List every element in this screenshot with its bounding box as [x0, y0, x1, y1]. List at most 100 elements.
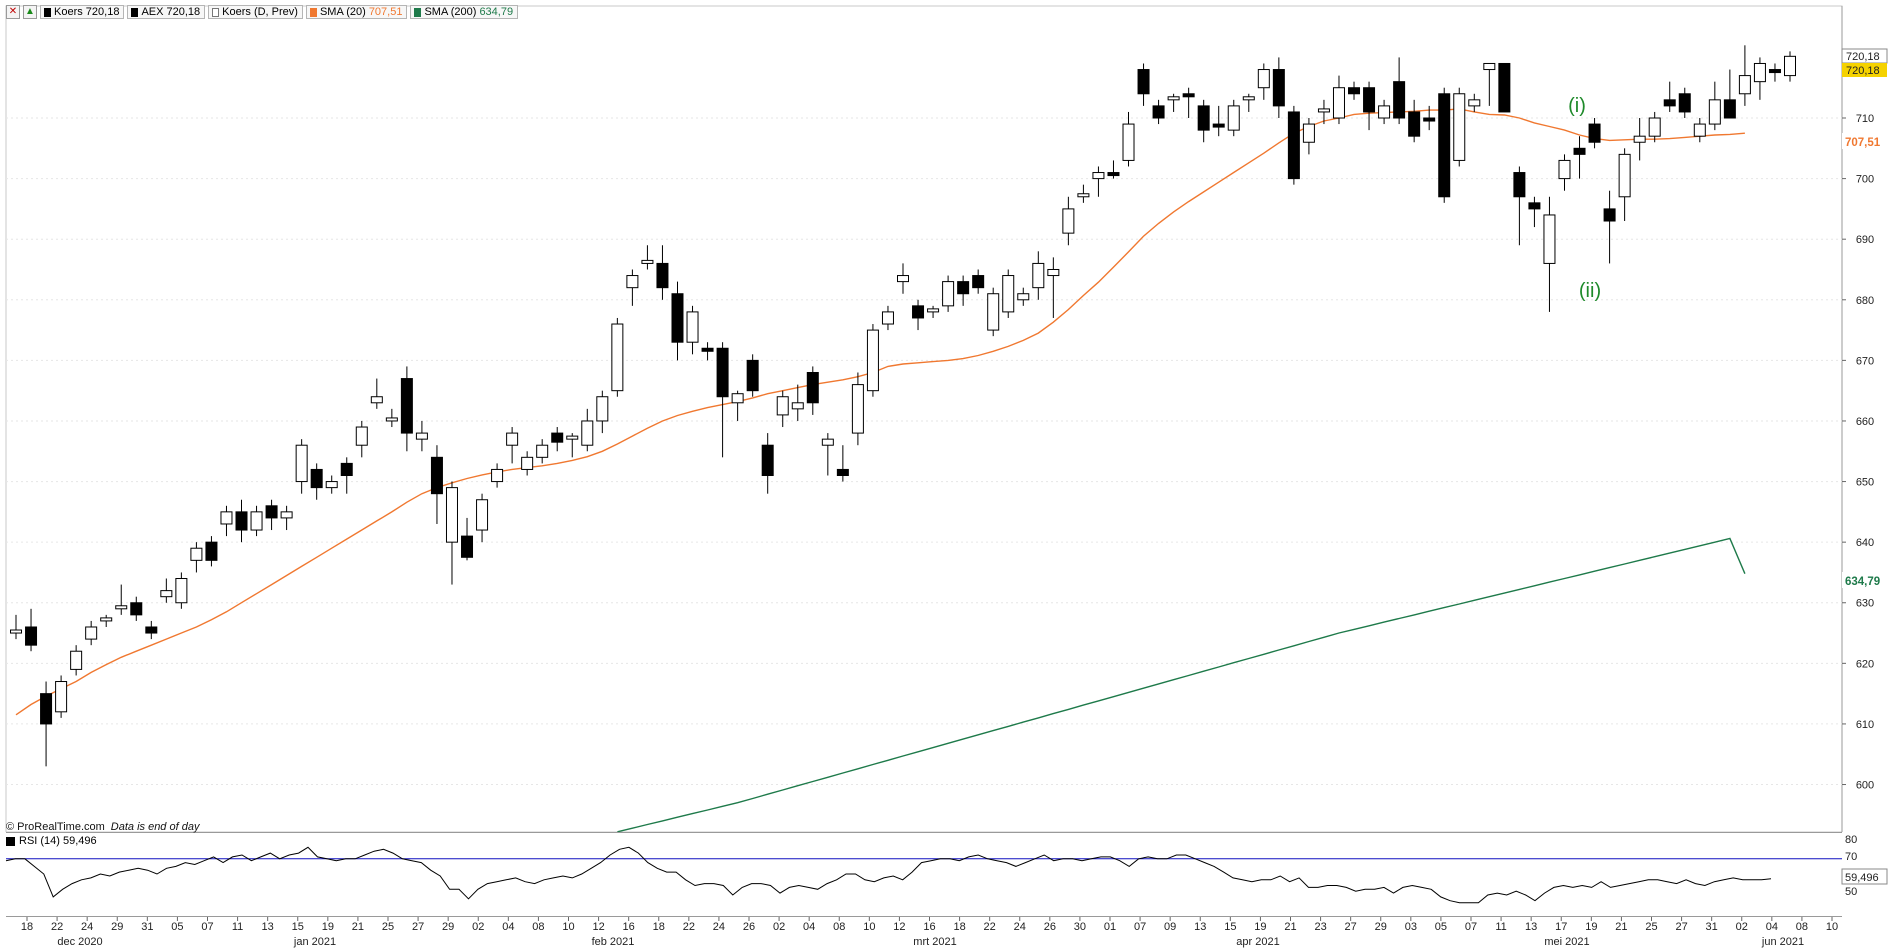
sma20-badge-text: 707,51	[1845, 137, 1881, 149]
x-tick-label: 29	[111, 921, 123, 933]
candle	[686, 305, 699, 355]
sma200-layer	[617, 537, 1746, 832]
candle-body	[1062, 208, 1075, 234]
x-tick-label: 21	[352, 921, 364, 933]
candle	[100, 614, 113, 627]
candle	[55, 675, 68, 718]
candle-body	[972, 275, 985, 289]
candle-body	[1498, 62, 1511, 113]
candle	[716, 342, 729, 458]
candle	[791, 384, 804, 421]
x-tick-label: 08	[532, 921, 544, 933]
candle	[1182, 87, 1195, 119]
legend-label-aex: AEX 720,18	[141, 6, 201, 18]
x-tick-label: 22	[683, 921, 695, 933]
candle-body	[836, 468, 849, 477]
y-tick-label: 660	[1856, 416, 1874, 428]
candle-body	[10, 629, 22, 634]
rsi-chart[interactable]: 70 80 50 59,496	[0, 832, 1891, 916]
x-tick-label: 12	[893, 921, 905, 933]
candle	[1723, 69, 1736, 119]
date-axis[interactable]: 18 22 24 29 31 05 07 11 13 15 19 21 25 27 29 02 04 08 10 12…	[0, 916, 1891, 951]
x-tick-label: 16	[623, 921, 635, 933]
candle	[897, 263, 909, 294]
candle	[1784, 51, 1796, 82]
candle	[355, 420, 368, 458]
candle	[866, 324, 879, 397]
x-tick-label: 10	[1826, 921, 1838, 933]
candle-body	[415, 432, 428, 440]
candle-body	[1092, 172, 1105, 180]
candle-body	[310, 468, 323, 489]
rsi-tick-70: 70	[1845, 851, 1857, 863]
price-chart[interactable]: 600 610 620 630 640 650 660 670 680 690 700 710 (i)…	[0, 0, 1891, 832]
candle-body	[1317, 108, 1330, 113]
candle-body	[987, 293, 1000, 331]
candle-body	[461, 535, 474, 558]
candle-body	[1438, 93, 1451, 198]
x-tick-label: 24	[1014, 921, 1026, 933]
footer-note: Data is end of day	[110, 821, 200, 833]
x-tick-label: 25	[382, 921, 394, 933]
candle-body	[1453, 93, 1466, 161]
x-tick-label: 22	[984, 921, 996, 933]
candle	[836, 445, 849, 482]
candle	[1663, 81, 1676, 112]
legend-label-koers: Koers 720,18	[54, 6, 120, 18]
candle-body	[851, 384, 864, 434]
legend-item-sma200: SMA (200) 634,79	[410, 5, 519, 19]
candle-body	[1182, 93, 1195, 98]
candle-body	[1588, 123, 1601, 143]
maximize-icon[interactable]: ▲	[23, 5, 37, 19]
candle-body	[1468, 99, 1481, 107]
candle	[1107, 160, 1120, 179]
candle	[581, 408, 594, 452]
candle-body	[1107, 172, 1120, 177]
candle-body	[445, 487, 458, 543]
x-tick-label: 21	[1284, 921, 1296, 933]
candle-body	[746, 359, 759, 392]
candle	[1017, 287, 1030, 306]
candle	[761, 433, 774, 494]
x-tick-label: 13	[262, 921, 274, 933]
y-tick-label: 630	[1856, 598, 1874, 610]
x-tick-label: 17	[1555, 921, 1567, 933]
candle-body	[1047, 268, 1060, 277]
price-badge-1-text: 720,18	[1846, 51, 1880, 63]
legend-label-koers-prev: Koers (D, Prev)	[222, 6, 298, 18]
x-tick-label: 27	[412, 921, 424, 933]
candle-body	[385, 417, 398, 422]
candle	[1498, 62, 1511, 113]
x-tick-label: 04	[803, 921, 815, 933]
candle-body	[897, 275, 909, 283]
candle-body	[1348, 87, 1361, 95]
candle	[1242, 93, 1255, 112]
rsi-legend-label: RSI (14) 59,496	[19, 835, 97, 847]
wave-label-i: (i)	[1568, 95, 1586, 117]
candle	[1603, 190, 1616, 264]
candle	[1483, 62, 1496, 106]
y-tick-label: 690	[1856, 234, 1874, 246]
y-tick-label: 680	[1856, 295, 1874, 307]
close-icon[interactable]: ✕	[6, 5, 20, 19]
sma200-badge: 634,79	[1842, 572, 1891, 588]
legend-item-koers: Koers 720,18	[40, 5, 125, 19]
candle-body	[1017, 293, 1030, 301]
y-tick-label: 610	[1856, 719, 1874, 731]
sma200-line	[617, 537, 1746, 832]
x-month-label: mei 2021	[1544, 936, 1589, 948]
x-tick-label: 29	[1375, 921, 1387, 933]
candle	[190, 542, 203, 573]
candle	[25, 608, 38, 652]
legend-item-aex: AEX 720,18	[127, 5, 206, 19]
candle-body	[491, 468, 504, 483]
x-tick-label: 19	[1585, 921, 1597, 933]
candle-body	[85, 626, 98, 640]
candle	[1197, 99, 1210, 143]
candle	[1257, 63, 1270, 100]
x-tick-label: 18	[653, 921, 665, 933]
x-tick-label: 31	[1706, 921, 1718, 933]
candle-body	[1077, 193, 1090, 198]
candle	[265, 499, 278, 531]
